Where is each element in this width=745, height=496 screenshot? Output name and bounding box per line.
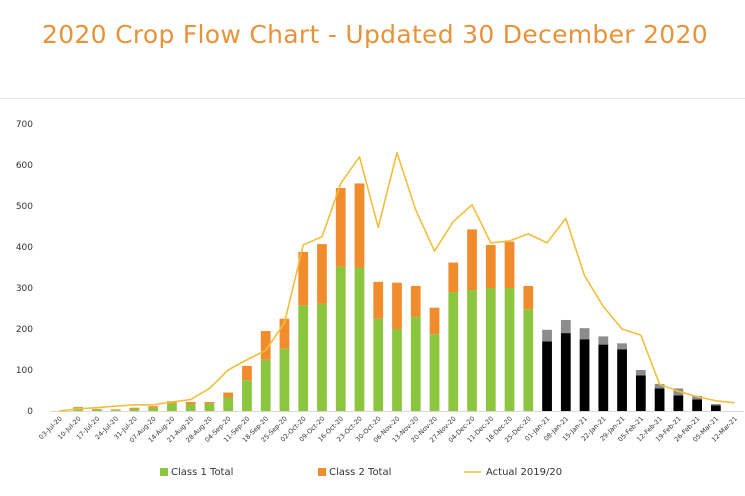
x-axis: 03-Jul-2010-Jul-2017-Jul-2024-Jul-2031-J… — [37, 415, 739, 445]
bar-forecast-26-Feb-21 — [692, 400, 702, 411]
legend-item: Class 2 Total — [318, 467, 391, 478]
bar-class-1-total-23-Oct-20 — [355, 268, 365, 412]
bar-class-2-total-04-Dec-20 — [467, 229, 477, 290]
bar-forecast-05-Mar-21 — [711, 405, 721, 411]
bar-class-2-total-13-Nov-20 — [411, 286, 421, 317]
bar-class-2-total-21-Aug-20 — [186, 402, 196, 404]
crop-flow-chart: 0 100 200 300 400 500 600 700 03-Jul-2010-Jul-2… — [0, 99, 745, 496]
bars — [73, 183, 720, 411]
bar-forecast-class-2-01-Jan-21 — [542, 330, 552, 341]
page-title: 2020 Crop Flow Chart - Updated 30 Decemb… — [42, 20, 708, 49]
bar-forecast-19-Feb-21 — [673, 395, 683, 411]
bar-forecast-22-Jan-21 — [598, 345, 608, 411]
bar-class-1-total-14-Aug-20 — [167, 404, 177, 411]
bar-forecast-class-2-08-Jan-21 — [561, 320, 571, 333]
bar-forecast-29-Jan-21 — [617, 350, 627, 412]
bar-class-2-total-07-Aug-20 — [148, 406, 158, 408]
bar-class-2-total-30-Oct-20 — [373, 282, 383, 319]
bar-forecast-class-2-29-Jan-21 — [617, 343, 627, 349]
bar-class-1-total-17-Jul-20 — [92, 410, 102, 411]
y-tick-label: 200 — [16, 325, 33, 335]
bar-class-2-total-16-Oct-20 — [336, 188, 346, 267]
y-tick-label: 0 — [27, 407, 33, 417]
bar-class-1-total-20-Nov-20 — [430, 334, 440, 411]
bar-forecast-class-2-22-Jan-21 — [598, 336, 608, 344]
bar-class-2-total-24-Jul-20 — [111, 409, 121, 410]
bar-class-2-total-17-Jul-20 — [92, 409, 102, 410]
bar-class-1-total-30-Oct-20 — [373, 319, 383, 411]
legend-label: Class 1 Total — [171, 467, 233, 478]
bar-class-2-total-09-Oct-20 — [317, 244, 327, 303]
bar-class-2-total-31-Jul-20 — [130, 408, 140, 409]
bar-class-2-total-27-Nov-20 — [448, 263, 458, 293]
bar-class-2-total-04-Sep-20 — [223, 393, 233, 398]
legend-swatch — [318, 468, 326, 476]
bar-forecast-class-2-15-Jan-21 — [580, 328, 590, 339]
bar-class-1-total-13-Nov-20 — [411, 317, 421, 411]
bar-forecast-05-Feb-21 — [636, 375, 646, 411]
bar-class-1-total-04-Sep-20 — [223, 397, 233, 411]
bar-class-1-total-02-Oct-20 — [298, 305, 308, 411]
legend-item: Class 1 Total — [160, 467, 233, 478]
bar-forecast-class-2-05-Mar-21 — [711, 404, 721, 405]
bar-class-2-total-23-Oct-20 — [355, 183, 365, 267]
legend-label: Actual 2019/20 — [486, 467, 562, 478]
bar-class-1-total-11-Sep-20 — [242, 380, 252, 411]
legend-item: Actual 2019/20 — [464, 467, 562, 478]
bar-class-1-total-18-Dec-20 — [505, 288, 515, 411]
y-tick-label: 300 — [16, 284, 33, 294]
bar-forecast-15-Jan-21 — [580, 339, 590, 411]
bar-forecast-class-2-05-Feb-21 — [636, 370, 646, 375]
bar-class-2-total-18-Dec-20 — [505, 242, 515, 288]
bar-class-1-total-28-Aug-20 — [205, 404, 215, 411]
bar-class-1-total-16-Oct-20 — [336, 267, 346, 411]
bar-class-1-total-27-Nov-20 — [448, 292, 458, 411]
bar-forecast-01-Jan-21 — [542, 341, 552, 411]
y-tick-label: 100 — [16, 366, 33, 376]
y-tick-label: 400 — [16, 243, 33, 253]
bar-class-1-total-31-Jul-20 — [130, 409, 140, 411]
bar-class-1-total-21-Aug-20 — [186, 404, 196, 411]
bar-class-2-total-11-Sep-20 — [242, 366, 252, 380]
bar-class-1-total-25-Sep-20 — [280, 349, 290, 411]
bar-class-2-total-20-Nov-20 — [430, 308, 440, 335]
bar-class-2-total-25-Dec-20 — [523, 286, 533, 309]
bar-class-1-total-24-Jul-20 — [111, 410, 121, 411]
legend: Class 1 Total Class 2 Total Actual 2019/20 — [160, 467, 562, 478]
bar-class-2-total-11-Dec-20 — [486, 245, 496, 288]
y-tick-label: 700 — [16, 120, 33, 130]
bar-class-1-total-18-Sep-20 — [261, 360, 271, 411]
legend-label: Class 2 Total — [329, 467, 391, 478]
bar-class-2-total-06-Nov-20 — [392, 283, 402, 329]
bar-class-2-total-10-Jul-20 — [73, 407, 83, 408]
bar-class-1-total-06-Nov-20 — [392, 329, 402, 411]
bar-forecast-12-Feb-21 — [655, 388, 665, 411]
bar-forecast-08-Jan-21 — [561, 333, 571, 411]
bar-class-1-total-07-Aug-20 — [148, 408, 158, 411]
y-tick-label: 600 — [16, 161, 33, 171]
bar-class-1-total-25-Dec-20 — [523, 309, 533, 411]
legend-swatch — [160, 468, 168, 476]
bar-class-1-total-09-Oct-20 — [317, 304, 327, 411]
bar-class-1-total-11-Dec-20 — [486, 288, 496, 411]
y-tick-label: 500 — [16, 202, 33, 212]
bar-class-2-total-28-Aug-20 — [205, 402, 215, 404]
bar-class-1-total-04-Dec-20 — [467, 290, 477, 411]
